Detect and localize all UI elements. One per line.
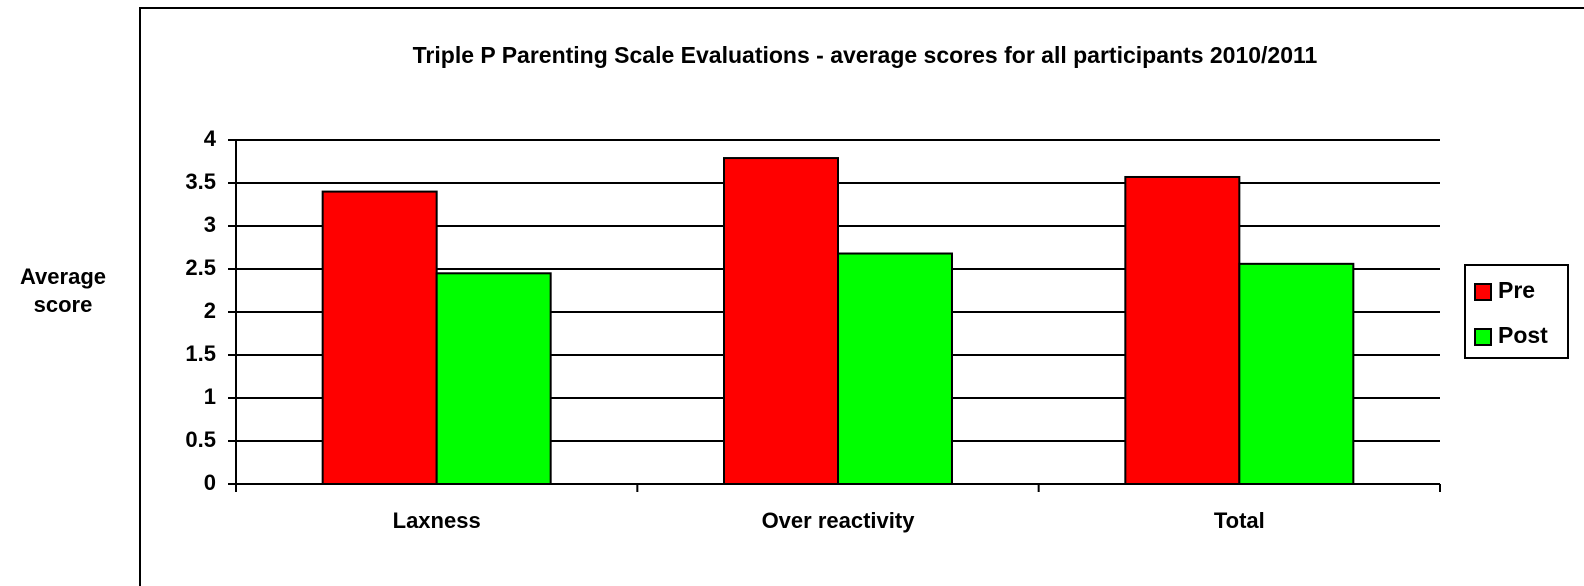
- y-tick-label: 0: [204, 470, 216, 495]
- x-tick-label: Total: [1214, 508, 1265, 533]
- legend-label: Post: [1498, 322, 1548, 348]
- x-tick-label: Over reactivity: [762, 508, 916, 533]
- bar: [435, 272, 552, 485]
- bar: [1238, 262, 1355, 485]
- y-axis-label: Average score: [19, 264, 106, 317]
- bar: [1124, 175, 1241, 485]
- y-tick-label: 1: [204, 384, 216, 409]
- y-tick-label: 1.5: [185, 341, 216, 366]
- x-tick-label: Laxness: [393, 508, 481, 533]
- bar: [723, 157, 839, 485]
- y-tick-label: 2.5: [185, 255, 216, 280]
- bar: [321, 190, 438, 485]
- legend-label: Pre: [1498, 277, 1535, 303]
- legend-swatch: [1474, 328, 1492, 346]
- y-tick-label: 3: [204, 212, 216, 237]
- legend-swatch: [1474, 283, 1492, 301]
- y-tick-label: 3.5: [185, 169, 216, 194]
- y-tick-label: 4: [204, 126, 217, 151]
- bar: [837, 252, 953, 485]
- chart-title: Triple P Parenting Scale Evaluations - a…: [413, 42, 1318, 68]
- y-tick-label: 0.5: [185, 427, 216, 452]
- y-tick-label: 2: [204, 298, 216, 323]
